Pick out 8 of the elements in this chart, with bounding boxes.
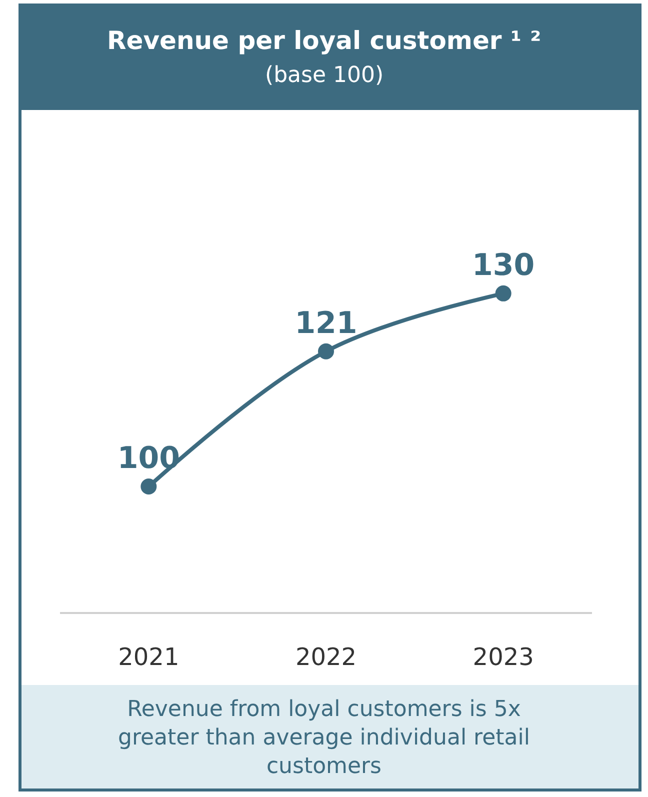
x-tick-label: 2022 <box>295 642 357 671</box>
x-tick-label: 2023 <box>472 642 534 671</box>
chart-title: Revenue per loyal customer ¹ ² <box>107 26 542 55</box>
x-tick-label: 2021 <box>118 642 180 671</box>
text: Revenue from loyal customers is 5x greater than average individual retail customers <box>118 697 530 780</box>
data-label: 130 <box>472 248 535 283</box>
data-label: 121 <box>294 306 358 341</box>
chart-subtitle: (base 100) <box>265 63 384 88</box>
